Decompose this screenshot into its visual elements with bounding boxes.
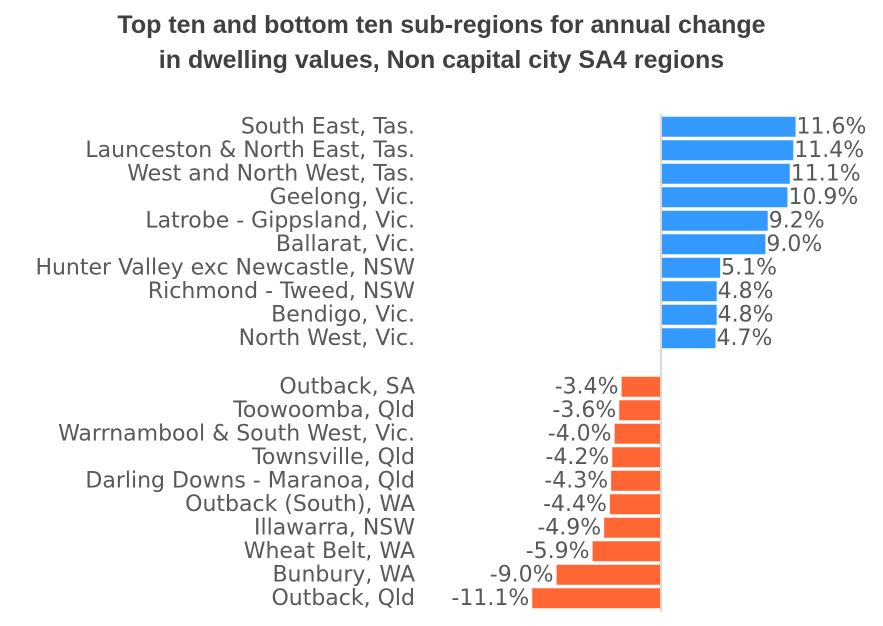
data-label: -3.4% (555, 374, 619, 399)
category-label: Bunbury, WA (272, 562, 415, 587)
data-label: -9.0% (490, 562, 554, 587)
category-label: Launceston & North East, Tas. (85, 138, 415, 163)
bar (661, 116, 796, 137)
bar (621, 376, 661, 397)
data-label: -4.2% (545, 445, 609, 470)
data-label: -4.9% (537, 515, 601, 540)
bar (604, 517, 661, 538)
category-label: South East, Tas. (241, 114, 415, 139)
category-label: Geelong, Vic. (270, 185, 415, 210)
category-label: Outback, Qld (271, 586, 415, 611)
data-label: 4.8% (718, 302, 774, 327)
bar (612, 447, 661, 468)
data-label: 4.8% (718, 279, 774, 304)
category-label: Outback, SA (279, 374, 415, 399)
category-label: Illawarra, NSW (254, 515, 415, 540)
data-label: -4.4% (543, 492, 607, 517)
data-label: 9.0% (766, 232, 822, 257)
bar (661, 281, 717, 302)
bar (661, 187, 788, 208)
category-label: Warrnambool & South West, Vic. (58, 421, 415, 446)
data-label: 4.7% (717, 326, 773, 351)
bar (619, 400, 661, 421)
category-label: North West, Vic. (239, 326, 415, 351)
category-label: Hunter Valley exc Newcastle, NSW (35, 255, 415, 280)
data-label: 10.9% (788, 185, 858, 210)
bar (592, 541, 661, 562)
category-label: Latrobe - Gippsland, Vic. (145, 208, 415, 233)
data-label: -4.3% (544, 468, 608, 493)
data-label: -4.0% (548, 421, 612, 446)
bar (661, 304, 717, 325)
category-label: Darling Downs - Maranoa, Qld (85, 468, 415, 493)
bar (661, 140, 794, 161)
category-label: West and North West, Tas. (127, 161, 415, 186)
chart-title-line-2: in dwelling values, Non capital city SA4… (158, 46, 725, 74)
bar (614, 423, 661, 444)
category-label: Ballarat, Vic. (276, 232, 415, 257)
data-label: -5.9% (526, 539, 590, 564)
category-label: Bendigo, Vic. (271, 302, 415, 327)
category-label: Richmond - Tweed, NSW (148, 279, 415, 304)
bar (556, 564, 661, 585)
data-label: -11.1% (451, 586, 529, 611)
bar (661, 257, 721, 278)
category-label: Outback (South), WA (185, 492, 415, 517)
data-label: 11.6% (797, 114, 867, 139)
category-label: Townsville, Qld (251, 445, 415, 470)
data-label: 9.2% (769, 208, 825, 233)
bar (661, 234, 766, 255)
bar (661, 210, 768, 231)
category-label: Toowoomba, Qld (232, 398, 415, 423)
bar (611, 470, 661, 491)
bar (609, 494, 661, 515)
data-label: 5.1% (721, 255, 777, 280)
category-label: Wheat Belt, WA (244, 539, 415, 564)
bar (661, 163, 790, 184)
chart-title-line-1: Top ten and bottom ten sub-regions for a… (117, 11, 766, 39)
data-label: -3.6% (552, 398, 616, 423)
data-label: 11.1% (791, 161, 861, 186)
chart-title: Top ten and bottom ten sub-regions for a… (0, 8, 883, 78)
bar (661, 328, 716, 349)
data-label: 11.4% (794, 138, 864, 163)
bar (532, 588, 661, 609)
